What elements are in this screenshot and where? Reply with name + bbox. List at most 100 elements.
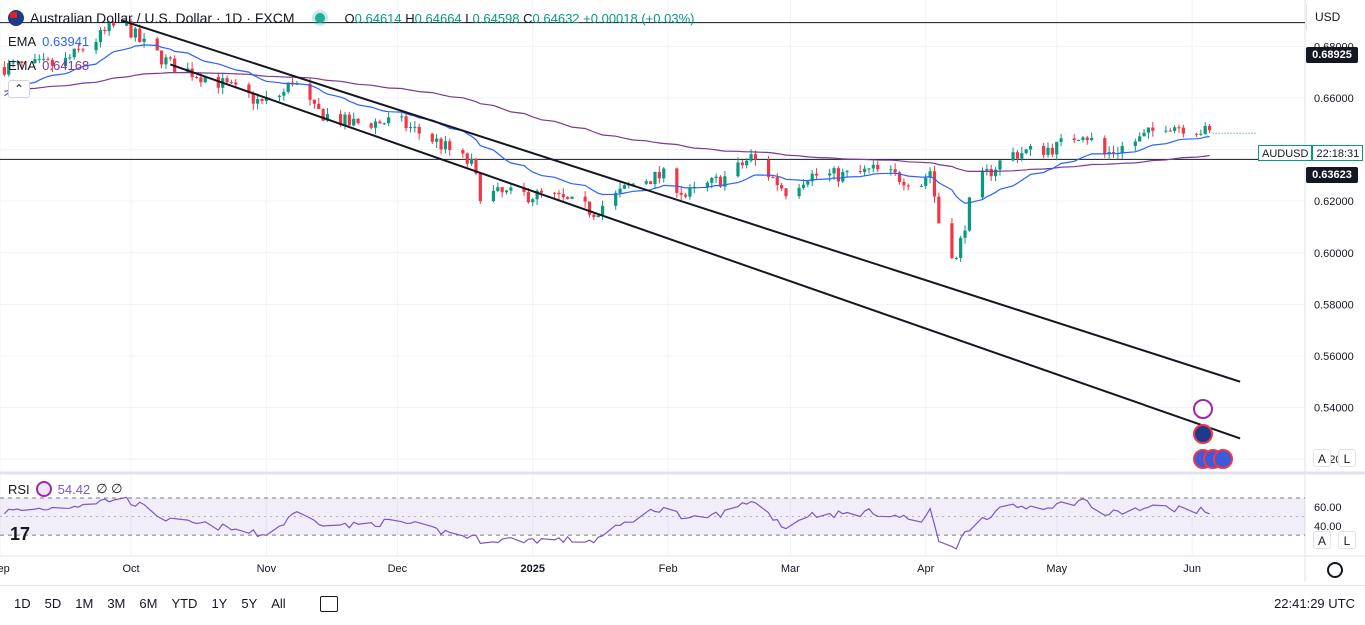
price-axis-label: 0.66000 [1314,93,1354,105]
candle-down [369,123,373,128]
channel-trend-line[interactable] [169,63,1241,440]
candle-down [111,23,116,26]
candle-down [771,176,775,178]
range-ytd[interactable]: YTD [171,596,198,611]
candle-down [321,109,325,121]
candle-down [753,154,758,160]
rsi-auto-scale-button[interactable]: A [1313,531,1331,549]
gear-icon[interactable] [1327,562,1343,578]
candle-up [382,123,386,125]
candle-up [1081,137,1085,140]
price-axis-label: 0.54000 [1314,403,1354,415]
utc-clock[interactable]: 22:41:29 UTC [1274,596,1355,611]
candle-down [77,48,81,50]
range-5y[interactable]: 5Y [241,596,258,611]
candle-up [1055,141,1059,155]
usd-event-icon-3[interactable] [1213,449,1233,469]
auto-scale-button[interactable]: A [1313,449,1331,467]
candle-down [1072,138,1076,141]
candle-down [81,49,85,51]
candle-up [871,164,875,169]
candle-down [251,93,255,104]
range-1y[interactable]: 1Y [211,596,228,611]
channel-trend-line[interactable] [121,19,1241,383]
candle-up [107,23,111,32]
candle-up [1046,147,1050,155]
rsi-settings-icon[interactable] [35,481,52,497]
candle-down [1194,133,1199,135]
candle-down [465,153,469,164]
candle-up [33,59,37,64]
rsi-band [0,497,1305,536]
candle-up [491,190,496,202]
candle-up [1120,145,1124,153]
log-scale-button[interactable]: L [1338,449,1356,467]
candle-down [557,192,561,195]
candle-up [94,42,98,51]
candle-up [745,160,749,166]
candle-down [814,173,819,176]
chart-canvas[interactable]: SepOctNovDec2025FebMarAprMayJun0.680000.… [0,0,1365,585]
candle-down [1181,127,1185,134]
candle-up [889,169,893,171]
rsi-legend[interactable]: RSI 54.42 ∅ ∅ [8,481,123,497]
range-1d[interactable]: 1D [14,596,31,611]
candle-down [168,57,172,59]
time-axis-label: Apr [917,563,934,575]
candle-up [504,190,509,193]
aud-event-icon[interactable] [1193,424,1213,444]
candle-down [836,168,840,182]
candle-up [1090,138,1094,141]
candle-down [587,201,592,215]
candle-down [552,192,557,194]
time-axis-label: 2025 [520,563,544,575]
range-all[interactable]: All [271,596,286,611]
last-price-label: AUDUSD 22:18:31 [1258,145,1364,161]
candle-up [7,63,11,75]
candle-down [199,77,203,83]
candle-up [797,187,801,197]
range-6m[interactable]: 6M [139,596,158,611]
candle-down [448,141,452,151]
candle-up [133,28,137,38]
collapse-legend-button[interactable]: ⌃ [8,80,30,98]
candle-up [37,58,41,60]
candle-up [662,168,666,179]
candle-up [1107,152,1111,155]
candle-down [159,50,164,65]
candle-down [583,196,587,202]
candle-up [352,118,356,126]
range-5d[interactable]: 5D [44,596,62,611]
candle-up [1138,136,1142,142]
candle-down [317,103,321,110]
candle-up [596,215,600,218]
candle-down [657,171,661,179]
candle-up [714,176,718,179]
candle-up [1146,127,1151,133]
symbol-title[interactable]: Australian Dollar / U.S. Dollar · 1D · F… [30,10,295,26]
calendar-icon[interactable] [319,595,338,612]
candle-up [806,181,810,185]
candle-up [1164,130,1168,132]
ema-fast-legend[interactable]: EMA 0.63941 [8,33,90,49]
candle-up [924,177,928,186]
candle-down [216,76,220,88]
range-3m[interactable]: 3M [107,596,126,611]
currency-selector[interactable]: USD [1306,4,1360,30]
rsi-log-scale-button[interactable]: L [1338,531,1356,549]
candle-up [42,58,46,60]
candle-down [893,169,897,173]
ema-slow-legend[interactable]: EMA 0.64168 [8,57,90,73]
tradingview-logo[interactable]: 17 [10,524,31,544]
candle-up [63,57,68,66]
range-1m[interactable]: 1M [75,596,94,611]
price-axis-label: 0.56000 [1314,351,1354,363]
candle-up [867,168,871,170]
chart-legend: Australian Dollar / U.S. Dollar · 1D · F… [8,8,694,28]
candle-up [277,95,282,97]
lightning-icon[interactable] [1193,399,1213,419]
candle-down [129,21,133,38]
candle-up [1199,133,1203,135]
candle-down [347,114,351,126]
candle-down [675,168,679,193]
